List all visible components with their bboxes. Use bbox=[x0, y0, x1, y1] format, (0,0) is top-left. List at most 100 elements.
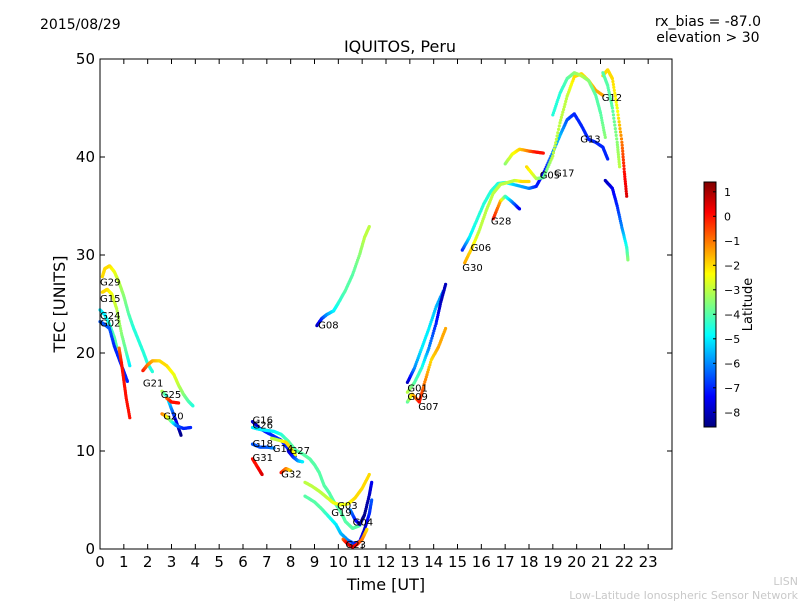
plot-parameters: rx_bias = -87.0 elevation > 30 bbox=[655, 14, 761, 46]
data-point bbox=[367, 472, 371, 477]
data-point bbox=[115, 309, 119, 313]
data-point bbox=[621, 149, 625, 153]
data-point bbox=[560, 113, 564, 117]
data-point bbox=[606, 157, 610, 161]
data-point bbox=[552, 147, 556, 151]
data-point bbox=[562, 105, 566, 109]
data-point bbox=[599, 116, 604, 120]
scatter-points bbox=[98, 68, 630, 549]
data-point bbox=[177, 401, 181, 405]
data-point bbox=[603, 135, 607, 139]
data-point bbox=[617, 120, 621, 124]
data-point bbox=[611, 79, 615, 84]
x-tick-label: 4 bbox=[191, 553, 201, 571]
data-point bbox=[618, 130, 623, 134]
y-tick-label: 40 bbox=[76, 148, 95, 166]
data-point bbox=[118, 326, 123, 331]
data-point bbox=[432, 329, 436, 333]
colorbar-tick-label: −1 bbox=[724, 235, 740, 248]
colorbar-tick-label: 1 bbox=[724, 186, 731, 199]
data-point bbox=[554, 137, 559, 141]
data-point bbox=[115, 307, 119, 311]
satellite-trace bbox=[315, 225, 371, 328]
satellite-label: G25 bbox=[161, 390, 181, 401]
data-point bbox=[422, 382, 426, 386]
x-tick-label: 8 bbox=[286, 553, 296, 571]
satellite-label: G15 bbox=[100, 294, 120, 305]
data-point bbox=[621, 155, 625, 159]
y-tick-label: 50 bbox=[76, 50, 95, 68]
data-point bbox=[613, 91, 617, 95]
satellite-label: G17 bbox=[554, 169, 574, 180]
x-tick-label: 22 bbox=[615, 553, 634, 571]
data-point bbox=[619, 137, 624, 141]
data-point bbox=[622, 167, 626, 171]
data-point bbox=[616, 152, 621, 157]
satellite-label: G26 bbox=[253, 421, 273, 432]
colorbar-label: Latitude bbox=[741, 278, 756, 332]
data-point bbox=[602, 130, 606, 135]
data-point bbox=[615, 103, 619, 107]
data-point bbox=[427, 346, 431, 350]
data-point bbox=[614, 97, 618, 101]
satellite-trace bbox=[100, 287, 132, 368]
data-point bbox=[128, 364, 132, 368]
data-point bbox=[611, 109, 615, 113]
data-point bbox=[613, 123, 617, 127]
data-point bbox=[620, 143, 624, 147]
x-tick-label: 14 bbox=[424, 553, 443, 571]
data-point bbox=[611, 113, 616, 117]
data-point bbox=[431, 331, 435, 335]
x-tick-label: 17 bbox=[496, 553, 515, 571]
satellite-trace bbox=[603, 178, 630, 262]
data-point bbox=[564, 99, 568, 104]
data-point bbox=[623, 182, 628, 186]
x-tick-label: 20 bbox=[567, 553, 586, 571]
satellite-trace bbox=[405, 282, 448, 394]
colorbar-tick-label: −4 bbox=[724, 308, 740, 321]
data-point bbox=[128, 416, 132, 420]
satellite-label: G31 bbox=[253, 453, 273, 464]
data-point bbox=[600, 121, 605, 125]
satellite-label: G20 bbox=[163, 412, 183, 423]
data-point bbox=[599, 113, 603, 117]
data-point bbox=[365, 527, 369, 532]
data-point bbox=[430, 334, 435, 338]
colorbar-tick-label: −3 bbox=[724, 284, 740, 297]
satellite-trace bbox=[117, 346, 132, 420]
data-point bbox=[621, 152, 625, 156]
satellite-trace bbox=[601, 71, 622, 169]
x-tick-label: 23 bbox=[639, 553, 658, 571]
satellite-trace bbox=[341, 527, 369, 549]
data-point bbox=[625, 194, 629, 198]
data-point bbox=[615, 137, 619, 141]
data-point bbox=[116, 314, 120, 318]
satellite-label: G07 bbox=[418, 402, 438, 413]
data-point bbox=[117, 317, 121, 321]
data-point bbox=[551, 151, 556, 155]
satellite-label: G02 bbox=[100, 319, 120, 330]
data-point bbox=[427, 365, 431, 369]
elevation-label: elevation > 30 bbox=[656, 30, 760, 46]
data-point bbox=[559, 118, 563, 122]
data-point bbox=[614, 133, 618, 137]
colorbar-tick-label: −2 bbox=[724, 259, 740, 272]
satellite-label: G05 bbox=[540, 171, 560, 182]
data-point bbox=[370, 480, 374, 484]
data-point bbox=[517, 207, 522, 211]
data-point bbox=[616, 148, 620, 152]
data-point bbox=[555, 134, 559, 138]
satellite-trace bbox=[165, 396, 181, 405]
colorbar-tick-label: −8 bbox=[724, 406, 740, 419]
data-point bbox=[554, 141, 558, 145]
data-point bbox=[556, 131, 560, 135]
data-point bbox=[616, 145, 620, 149]
rx-bias-label: rx_bias = -87.0 bbox=[654, 14, 761, 30]
data-point bbox=[150, 370, 154, 374]
data-point bbox=[424, 377, 428, 382]
satellite-label: G19 bbox=[331, 508, 351, 519]
data-point bbox=[620, 140, 624, 144]
data-point bbox=[367, 225, 371, 229]
satellite-label: G18 bbox=[253, 439, 273, 450]
data-point bbox=[603, 133, 607, 137]
